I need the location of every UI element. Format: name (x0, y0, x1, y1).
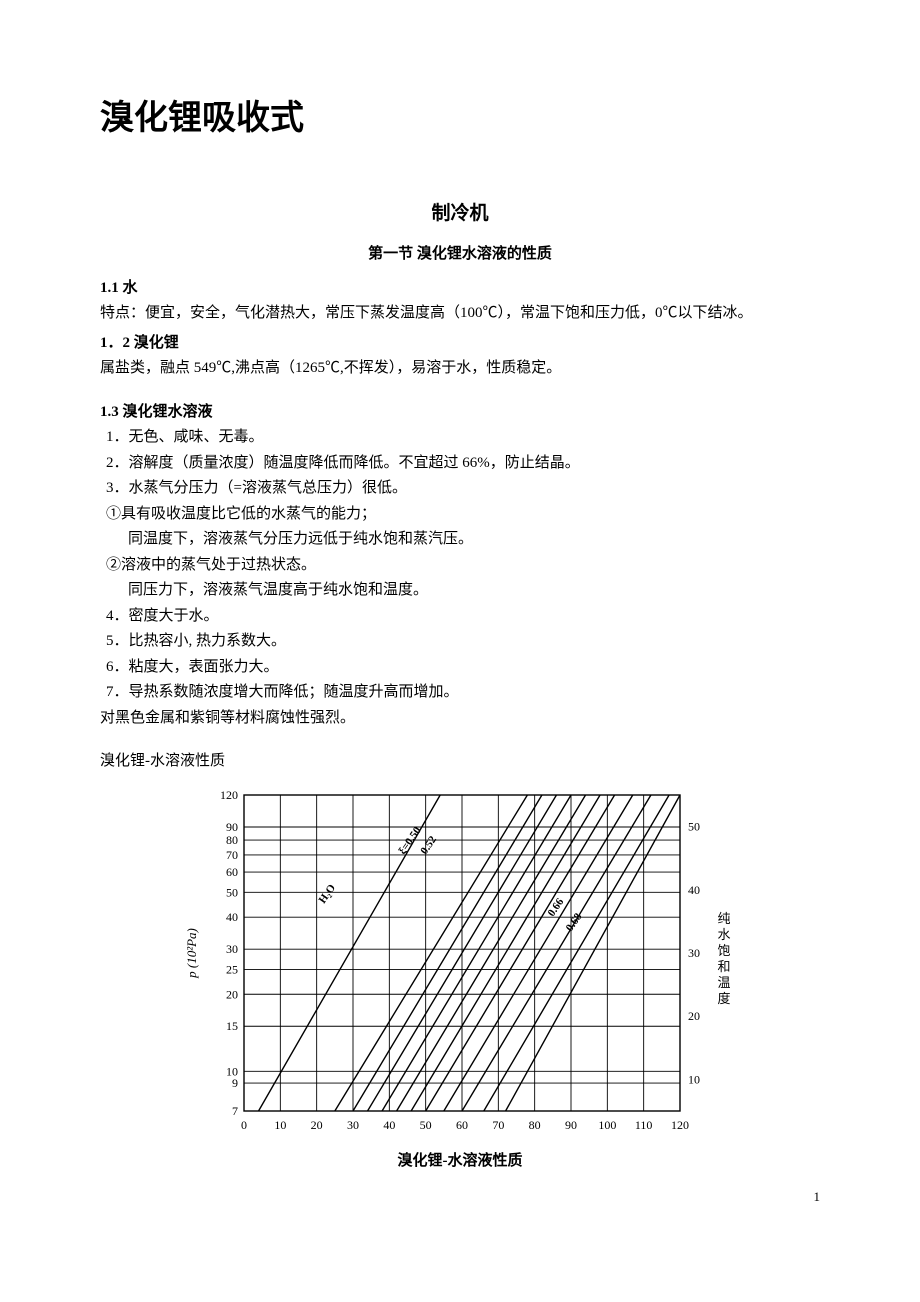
para-1-2: 属盐类，融点 549℃,沸点高（1265℃,不挥发），易溶于水，性质稳定。 (100, 356, 820, 382)
svg-text:水: 水 (717, 927, 730, 942)
svg-text:15: 15 (226, 1019, 238, 1033)
svg-text:0.52: 0.52 (418, 833, 439, 856)
svg-text:120: 120 (671, 1118, 689, 1132)
svg-text:120: 120 (220, 788, 238, 802)
svg-text:40: 40 (688, 882, 700, 896)
list-item: 3．水蒸气分压力（=溶液蒸气总压力）很低。 (100, 476, 820, 502)
list-item: 4．密度大于水。 (100, 604, 820, 630)
list-item: 2．溶解度（质量浓度）随温度降低而降低。不宜超过 66%，防止结晶。 (100, 451, 820, 477)
svg-text:70: 70 (226, 848, 238, 862)
heading-1-3: 1.3 溴化锂水溶液 (100, 400, 820, 426)
svg-text:饱: 饱 (717, 943, 730, 958)
svg-text:60: 60 (226, 865, 238, 879)
list-item: 5．比热容小, 热力系数大。 (100, 629, 820, 655)
list-item: 6．粘度大，表面张力大。 (100, 655, 820, 681)
svg-text:10: 10 (226, 1064, 238, 1078)
svg-text:20: 20 (226, 987, 238, 1001)
svg-text:20: 20 (311, 1118, 323, 1132)
svg-text:30: 30 (347, 1118, 359, 1132)
svg-text:7: 7 (232, 1104, 238, 1118)
svg-text:100: 100 (598, 1118, 616, 1132)
page-subtitle: 制冷机 (100, 198, 820, 230)
svg-text:110: 110 (635, 1118, 653, 1132)
svg-text:25: 25 (226, 962, 238, 976)
list-item: 对黑色金属和紫铜等材料腐蚀性强烈。 (100, 706, 820, 732)
svg-text:10: 10 (274, 1118, 286, 1132)
svg-text:40: 40 (383, 1118, 395, 1132)
page-title: 溴化锂吸收式 (100, 90, 820, 148)
svg-text:30: 30 (688, 946, 700, 960)
section-header: 第一节 溴化锂水溶液的性质 (100, 242, 820, 268)
list-item: 同温度下，溶液蒸气分压力远低于纯水饱和蒸汽压。 (100, 527, 820, 553)
svg-text:和: 和 (717, 959, 730, 974)
heading-1-1: 1.1 水 (100, 276, 820, 302)
svg-text:10: 10 (688, 1072, 700, 1086)
list-item: ①具有吸收温度比它低的水蒸气的能力； (100, 502, 820, 528)
svg-text:H₂O: H₂O (317, 881, 339, 905)
svg-text:30: 30 (226, 942, 238, 956)
svg-text:纯: 纯 (717, 911, 730, 926)
chart-pretitle: 溴化锂-水溶液性质 (100, 749, 820, 775)
svg-text:60: 60 (456, 1118, 468, 1132)
svg-text:度: 度 (717, 991, 730, 1006)
list-item: 同压力下，溶液蒸气温度高于纯水饱和温度。 (100, 578, 820, 604)
svg-text:50: 50 (420, 1118, 432, 1132)
svg-text:p (10²Pa): p (10²Pa) (184, 928, 199, 979)
svg-text:70: 70 (492, 1118, 504, 1132)
list-item: 7．导热系数随浓度增大而降低；随温度升高而增加。 (100, 680, 820, 706)
svg-text:20: 20 (688, 1009, 700, 1023)
svg-text:90: 90 (226, 820, 238, 834)
svg-text:40: 40 (226, 910, 238, 924)
svg-text:0.66: 0.66 (545, 895, 566, 918)
svg-text:50: 50 (688, 819, 700, 833)
svg-text:0.68: 0.68 (564, 910, 585, 933)
svg-text:90: 90 (565, 1118, 577, 1132)
page-number: 1 (100, 1186, 820, 1208)
para-1-1: 特点：便宜，安全，气化潜热大，常压下蒸发温度高（100℃），常温下饱和压力低，0… (100, 301, 820, 327)
svg-text:80: 80 (529, 1118, 541, 1132)
chart-caption: 溴化锂-水溶液性质 (100, 1149, 820, 1175)
list-item: ②溶液中的蒸气处于过热状态。 (100, 553, 820, 579)
svg-text:温: 温 (717, 975, 730, 990)
svg-text:0: 0 (241, 1118, 247, 1132)
svg-text:80: 80 (226, 833, 238, 847)
libr-chart: 0102030405060708090100110120791015202530… (180, 785, 740, 1145)
svg-text:50: 50 (226, 885, 238, 899)
heading-1-2: 1．2 溴化锂 (100, 331, 820, 357)
list-item: 1．无色、咸味、无毒。 (100, 425, 820, 451)
